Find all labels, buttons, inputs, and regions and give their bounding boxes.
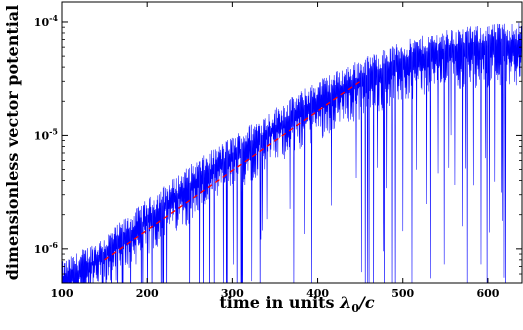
ticks: 100 200 300 400 500 600 10-6 10-5 10-4 (34, 2, 522, 300)
series-layer (62, 22, 522, 283)
axes-frame (61, 1, 523, 284)
x-tick-label: 600 (476, 287, 499, 300)
y-tick-label: 10-6 (34, 240, 59, 256)
fit-line-layer (104, 80, 361, 261)
y-tick-label: 10-5 (34, 126, 58, 142)
x-tick-label: 300 (221, 287, 244, 300)
x-tick-label: 400 (306, 287, 329, 300)
y-axis-label: dimensionless vector potential (3, 5, 22, 281)
signal-series (62, 22, 522, 283)
x-tick-label: 500 (391, 287, 414, 300)
y-tick-label: 10-4 (34, 13, 59, 29)
x-axis-label: time in units λ0/c (219, 293, 374, 315)
x-tick-label: 100 (51, 287, 74, 300)
x-tick-label: 200 (136, 287, 159, 300)
exponential-fit-line (104, 80, 361, 261)
